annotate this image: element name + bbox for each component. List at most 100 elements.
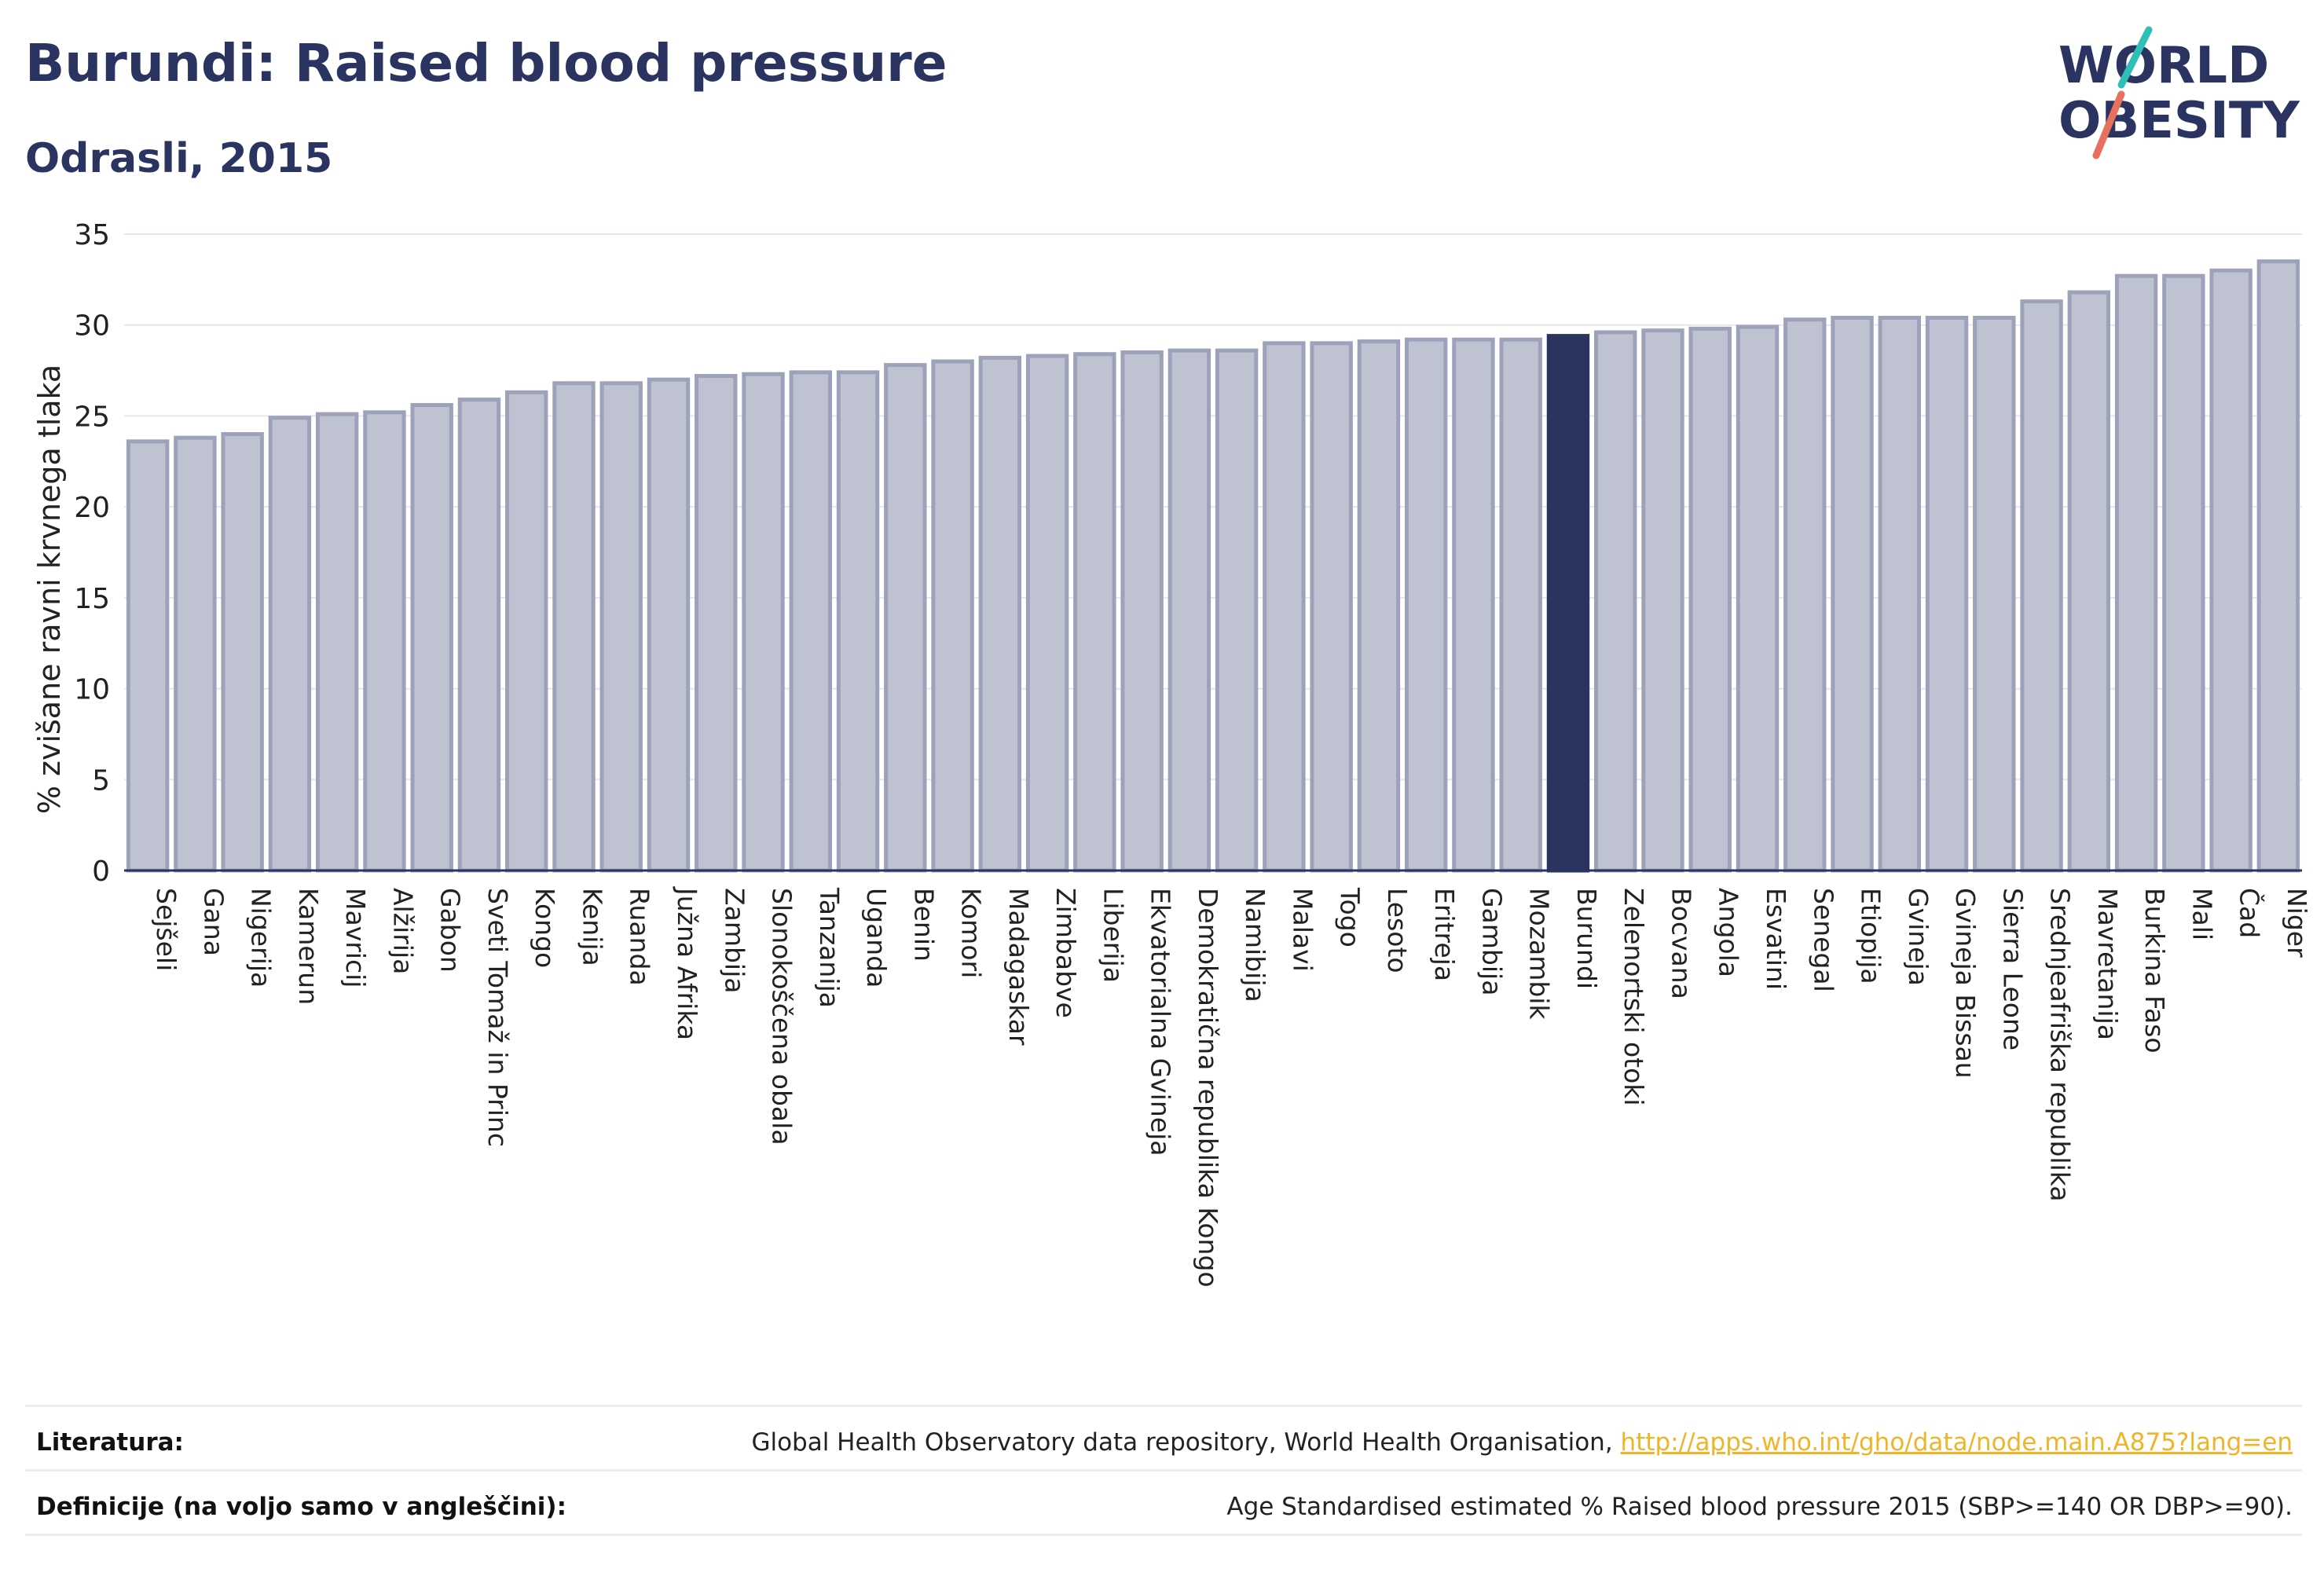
bar xyxy=(552,381,596,873)
sources-text: Global Health Observatory data repositor… xyxy=(751,1428,2293,1457)
bar xyxy=(2020,299,2063,873)
sources-link[interactable]: http://apps.who.int/gho/data/node.main.A… xyxy=(1620,1428,2293,1457)
y-tick-labels: 0 5 10 15 20 25 30 35 xyxy=(74,219,110,888)
bar xyxy=(1025,354,1069,873)
x-tick-label: Sierra Leone xyxy=(1997,888,2028,1050)
x-tick-label: Gambija xyxy=(1476,888,1507,995)
bar xyxy=(2209,268,2253,873)
x-tick-label: Mozambik xyxy=(1524,888,1555,1020)
x-tick-label: Eritreja xyxy=(1429,888,1460,981)
x-tick-label: Burkina Faso xyxy=(2139,888,2170,1054)
x-tick-label: Ruanda xyxy=(625,888,655,986)
bar xyxy=(1357,339,1401,873)
definitions-text: Age Standardised estimated % Raised bloo… xyxy=(1226,1493,2293,1521)
logo-slash-coral xyxy=(2092,90,2125,159)
bar xyxy=(1925,315,1969,873)
x-tick-label: Niger xyxy=(2282,888,2312,958)
bar xyxy=(126,439,170,873)
x-tick-label: Esvatini xyxy=(1761,888,1791,990)
bar xyxy=(1973,315,2016,873)
x-tick-label: Burundi xyxy=(1571,888,1602,989)
x-tick-label: Uganda xyxy=(861,888,892,988)
chart-title: Burundi: Raised blood pressure xyxy=(25,33,948,93)
x-tick-label: Gabon xyxy=(435,888,466,973)
bar xyxy=(1783,317,1827,873)
footer-divider-middle xyxy=(25,1469,2302,1472)
x-tick-label: Benin xyxy=(908,888,939,962)
x-tick-label: Kongo xyxy=(530,888,560,968)
chart-subtitle: Odrasli, 2015 xyxy=(25,135,333,182)
bar xyxy=(1736,324,1780,873)
x-tick-label: Gvineja xyxy=(1903,888,1934,986)
x-tick-label: Togo xyxy=(1335,887,1365,947)
world-obesity-logo: WORLD OBESITY xyxy=(2058,26,2300,159)
x-tick-label: Lesoto xyxy=(1382,888,1413,973)
x-tick-label: Zimbabve xyxy=(1050,888,1081,1018)
bar xyxy=(1404,337,1448,873)
x-tick-label: Etiopija xyxy=(1856,888,1886,984)
bar xyxy=(1263,341,1306,873)
bar xyxy=(221,432,264,873)
y-axis-label: % zvišane ravni krvnega tlaka xyxy=(32,365,67,814)
bar xyxy=(1878,315,1921,873)
bar xyxy=(978,355,1022,873)
x-tick-label: Tanzanija xyxy=(814,887,845,1008)
footer-divider-top xyxy=(25,1405,2302,1407)
x-tick-label: Zelenortski otoki xyxy=(1618,888,1649,1106)
y-tick-label: 5 xyxy=(92,764,110,797)
bar xyxy=(315,412,359,873)
bar xyxy=(1073,352,1116,873)
bar xyxy=(2114,273,2158,873)
x-tick-label: Sejšeli xyxy=(151,888,181,971)
y-tick-label: 15 xyxy=(74,583,110,615)
x-tick-label: Gvineja Bissau xyxy=(1950,888,1981,1079)
x-tick-label: Nigerija xyxy=(246,888,277,988)
bar xyxy=(1499,337,1542,873)
bar xyxy=(884,363,927,873)
bar xyxy=(268,416,312,873)
bar xyxy=(1215,348,1259,873)
bar xyxy=(789,370,832,873)
x-tick-label: Kenija xyxy=(577,888,607,966)
y-tick-label: 30 xyxy=(74,310,110,343)
logo-slash-teal xyxy=(2117,26,2153,89)
bar xyxy=(1688,326,1732,873)
bar xyxy=(1641,328,1684,873)
x-tick-label: Mali xyxy=(2187,888,2217,940)
bar xyxy=(363,410,406,873)
bar xyxy=(647,377,691,873)
definitions-label: Definicije (na voljo samo v angleščini): xyxy=(36,1493,566,1521)
x-tick-label: Bocvana xyxy=(1666,888,1696,999)
bar xyxy=(174,435,217,873)
sources-text-body: Global Health Observatory data repositor… xyxy=(751,1428,1621,1457)
bar xyxy=(599,381,643,873)
bar xyxy=(457,398,501,873)
bar xyxy=(1452,337,1495,873)
bar xyxy=(1594,330,1637,873)
y-tick-label: 0 xyxy=(92,856,110,888)
x-tick-label: Slonokoščena obala xyxy=(767,888,797,1145)
x-tick-label: Namibija xyxy=(1240,888,1270,1002)
bar xyxy=(2162,273,2205,873)
bar xyxy=(2067,290,2111,873)
y-tick-label: 25 xyxy=(74,401,110,433)
y-tick-label: 10 xyxy=(74,674,110,706)
x-tick-label: Malavi xyxy=(1287,888,1318,972)
bar xyxy=(1167,348,1211,873)
bar xyxy=(742,372,785,873)
bar xyxy=(1831,315,1874,873)
x-tick-label: Liberija xyxy=(1098,888,1128,983)
x-tick-label: Srednjeafriška republika xyxy=(2045,888,2076,1201)
x-tick-label: Gana xyxy=(198,888,229,956)
x-tick-label: Ekvatorialna Gvineja xyxy=(1146,888,1176,1156)
logo-line1: WORLD xyxy=(2058,37,2269,95)
x-tick-label: Komori xyxy=(956,888,987,978)
x-tick-label: Mavricij xyxy=(340,888,371,988)
bar xyxy=(505,390,548,873)
x-tick-label: Zambija xyxy=(719,888,750,993)
x-tick-label: Mavretanija xyxy=(2092,888,2123,1040)
bar-highlighted xyxy=(1546,334,1590,873)
x-tick-label: Čad xyxy=(2234,888,2266,938)
y-tick-label: 20 xyxy=(74,492,110,524)
x-tick-label: Kamerun xyxy=(293,888,324,1005)
